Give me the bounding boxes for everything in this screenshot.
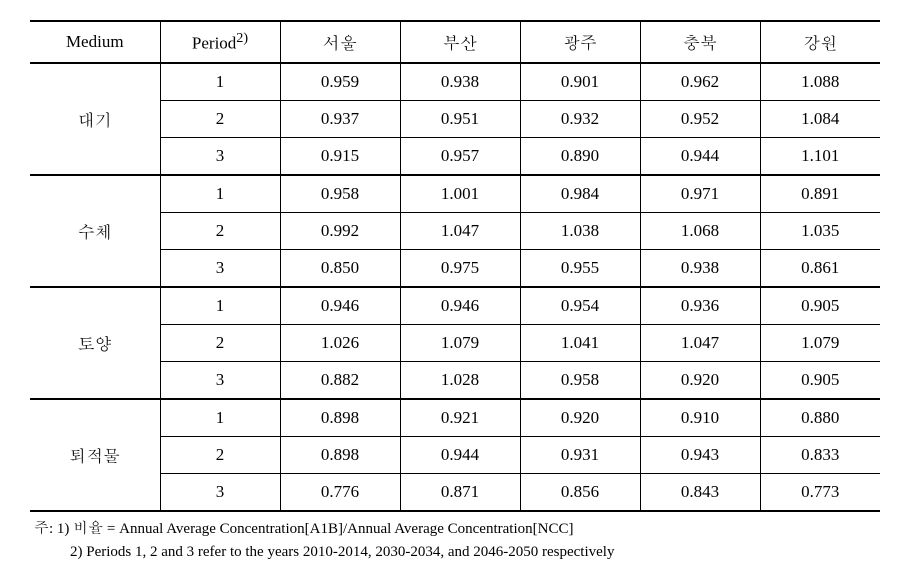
cell-value: 1.068 bbox=[640, 213, 760, 250]
cell-period: 1 bbox=[160, 63, 280, 101]
cell-value: 0.776 bbox=[280, 474, 400, 512]
cell-value: 0.920 bbox=[640, 362, 760, 400]
cell-value: 0.937 bbox=[280, 101, 400, 138]
header-col-5: 강원 bbox=[760, 21, 880, 63]
cell-value: 0.932 bbox=[520, 101, 640, 138]
cell-value: 0.955 bbox=[520, 250, 640, 288]
cell-value: 1.038 bbox=[520, 213, 640, 250]
cell-value: 0.921 bbox=[400, 399, 520, 437]
cell-period: 2 bbox=[160, 325, 280, 362]
cell-value: 0.938 bbox=[400, 63, 520, 101]
cell-value: 0.915 bbox=[280, 138, 400, 176]
cell-value: 0.957 bbox=[400, 138, 520, 176]
cell-value: 0.959 bbox=[280, 63, 400, 101]
cell-value: 0.943 bbox=[640, 437, 760, 474]
cell-value: 0.898 bbox=[280, 399, 400, 437]
cell-medium: 토양 bbox=[30, 287, 160, 399]
cell-period: 3 bbox=[160, 362, 280, 400]
table-row: 토양10.9460.9460.9540.9360.905 bbox=[30, 287, 880, 325]
cell-value: 0.952 bbox=[640, 101, 760, 138]
cell-value: 1.101 bbox=[760, 138, 880, 176]
cell-medium: 수체 bbox=[30, 175, 160, 287]
cell-value: 0.843 bbox=[640, 474, 760, 512]
cell-value: 1.079 bbox=[400, 325, 520, 362]
cell-value: 1.088 bbox=[760, 63, 880, 101]
cell-value: 0.992 bbox=[280, 213, 400, 250]
cell-value: 0.958 bbox=[520, 362, 640, 400]
cell-period: 3 bbox=[160, 474, 280, 512]
cell-value: 0.944 bbox=[400, 437, 520, 474]
header-col-3: 광주 bbox=[520, 21, 640, 63]
cell-value: 0.891 bbox=[760, 175, 880, 213]
table-row: 퇴적물10.8980.9210.9200.9100.880 bbox=[30, 399, 880, 437]
header-period: Period2) bbox=[160, 21, 280, 63]
cell-value: 0.971 bbox=[640, 175, 760, 213]
cell-value: 0.833 bbox=[760, 437, 880, 474]
cell-value: 0.958 bbox=[280, 175, 400, 213]
cell-value: 1.079 bbox=[760, 325, 880, 362]
cell-value: 0.962 bbox=[640, 63, 760, 101]
cell-period: 3 bbox=[160, 250, 280, 288]
cell-value: 0.898 bbox=[280, 437, 400, 474]
cell-value: 0.946 bbox=[400, 287, 520, 325]
cell-period: 1 bbox=[160, 287, 280, 325]
cell-value: 0.905 bbox=[760, 287, 880, 325]
header-row: Medium Period2) 서울 부산 광주 충북 강원 bbox=[30, 21, 880, 63]
cell-period: 2 bbox=[160, 101, 280, 138]
cell-medium: 퇴적물 bbox=[30, 399, 160, 511]
cell-period: 3 bbox=[160, 138, 280, 176]
cell-period: 1 bbox=[160, 399, 280, 437]
cell-value: 0.773 bbox=[760, 474, 880, 512]
cell-value: 0.931 bbox=[520, 437, 640, 474]
cell-value: 1.047 bbox=[640, 325, 760, 362]
cell-medium: 대기 bbox=[30, 63, 160, 175]
cell-value: 0.871 bbox=[400, 474, 520, 512]
header-medium: Medium bbox=[30, 21, 160, 63]
footnotes: 주: 1) 비율 = Annual Average Concentration[… bbox=[30, 512, 888, 563]
cell-value: 1.028 bbox=[400, 362, 520, 400]
cell-period: 2 bbox=[160, 213, 280, 250]
cell-value: 1.047 bbox=[400, 213, 520, 250]
cell-period: 1 bbox=[160, 175, 280, 213]
cell-value: 0.938 bbox=[640, 250, 760, 288]
table-body: 대기10.9590.9380.9010.9621.08820.9370.9510… bbox=[30, 63, 880, 511]
cell-value: 0.946 bbox=[280, 287, 400, 325]
cell-value: 0.984 bbox=[520, 175, 640, 213]
cell-value: 0.880 bbox=[760, 399, 880, 437]
cell-value: 1.001 bbox=[400, 175, 520, 213]
table-row: 대기10.9590.9380.9010.9621.088 bbox=[30, 63, 880, 101]
cell-value: 0.905 bbox=[760, 362, 880, 400]
cell-value: 0.856 bbox=[520, 474, 640, 512]
header-period-sup: 2) bbox=[236, 30, 248, 46]
cell-value: 0.954 bbox=[520, 287, 640, 325]
cell-value: 0.951 bbox=[400, 101, 520, 138]
cell-value: 0.936 bbox=[640, 287, 760, 325]
cell-value: 0.882 bbox=[280, 362, 400, 400]
cell-value: 1.026 bbox=[280, 325, 400, 362]
cell-value: 0.910 bbox=[640, 399, 760, 437]
cell-value: 0.920 bbox=[520, 399, 640, 437]
cell-value: 1.084 bbox=[760, 101, 880, 138]
cell-value: 0.901 bbox=[520, 63, 640, 101]
cell-value: 0.944 bbox=[640, 138, 760, 176]
header-col-1: 서울 bbox=[280, 21, 400, 63]
cell-value: 0.975 bbox=[400, 250, 520, 288]
footnote-2: 2) Periods 1, 2 and 3 refer to the years… bbox=[34, 541, 884, 564]
data-table-wrap: Medium Period2) 서울 부산 광주 충북 강원 대기10.9590… bbox=[30, 20, 880, 512]
cell-value: 1.041 bbox=[520, 325, 640, 362]
data-table: Medium Period2) 서울 부산 광주 충북 강원 대기10.9590… bbox=[30, 20, 880, 512]
cell-value: 0.890 bbox=[520, 138, 640, 176]
cell-value: 1.035 bbox=[760, 213, 880, 250]
footnote-1: 주: 1) 비율 = Annual Average Concentration[… bbox=[34, 518, 884, 541]
header-col-4: 충북 bbox=[640, 21, 760, 63]
cell-value: 0.861 bbox=[760, 250, 880, 288]
table-row: 수체10.9581.0010.9840.9710.891 bbox=[30, 175, 880, 213]
header-col-2: 부산 bbox=[400, 21, 520, 63]
cell-value: 0.850 bbox=[280, 250, 400, 288]
cell-period: 2 bbox=[160, 437, 280, 474]
